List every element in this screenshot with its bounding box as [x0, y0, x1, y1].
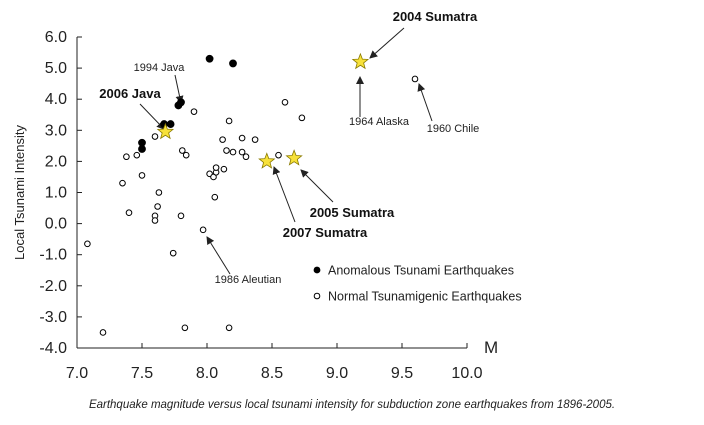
x-tick-label: 9.0 — [326, 365, 348, 382]
normal-earthquake-point — [123, 153, 130, 161]
annotation-label-2004-sumatra: 2004 Sumatra — [393, 9, 478, 24]
legend-label: Anomalous Tsunami Earthquakes — [328, 264, 514, 278]
normal-earthquake-point — [99, 329, 107, 336]
figure-caption: Earthquake magnitude versus local tsunam… — [88, 399, 616, 411]
annotation-arrow-1960-chile — [417, 83, 433, 122]
normal-earthquake-point — [242, 153, 250, 161]
highlighted-event-star — [351, 52, 370, 70]
normal-earthquake-point — [220, 165, 228, 173]
normal-earthquake-point — [125, 209, 133, 217]
legend-label: Normal Tsunamigenic Earthquakes — [328, 290, 522, 304]
y-tick-label: 5.0 — [45, 60, 67, 77]
normal-earthquake-point — [281, 99, 289, 106]
annotation-label-1964-alaska: 1964 Alaska — [349, 116, 410, 128]
x-tick-label: 8.0 — [196, 365, 218, 382]
legend: Anomalous Tsunami Earthquakes Normal Tsun… — [313, 264, 522, 304]
annotation-label-2006-java: 2006 Java — [99, 86, 161, 101]
normal-earthquake-point — [411, 75, 419, 83]
legend-marker-normal — [313, 292, 321, 300]
x-tick-label: 7.0 — [66, 365, 88, 382]
y-tick-label: 6.0 — [45, 29, 67, 46]
anomalous-earthquake-point — [166, 120, 175, 128]
normal-earthquake-point — [182, 151, 190, 159]
normal-earthquake-point — [219, 136, 226, 143]
anomalous-earthquake-point — [177, 98, 185, 107]
normal-earthquake-point — [199, 226, 207, 234]
annotation-arrow-2006-java — [139, 103, 165, 130]
y-tick-label: -2.0 — [39, 278, 67, 295]
annotation-label-2005-sumatra: 2005 Sumatra — [310, 205, 395, 220]
normal-earthquake-point — [133, 151, 141, 159]
normal-earthquake-point — [211, 193, 219, 201]
y-tick-label: 0.0 — [45, 216, 67, 233]
annotation-label-1960-chile: 1960 Chile — [427, 123, 480, 135]
normal-earthquake-point — [251, 136, 259, 143]
normal-earthquake-point — [225, 117, 233, 125]
annotation-arrow-1986-aleutian — [206, 236, 231, 275]
y-tick-label: 3.0 — [45, 122, 67, 139]
normal-earthquake-point — [298, 114, 306, 122]
legend-marker-anomalous — [313, 266, 321, 274]
anomalous-earthquake-point — [205, 54, 214, 63]
normal-earthquake-point — [169, 249, 177, 257]
x-tick-label: 10.0 — [451, 365, 482, 382]
data-points — [84, 52, 419, 336]
normal-earthquake-point — [275, 151, 282, 159]
y-axis-label: Local Tsunami Intensity — [12, 125, 27, 260]
x-tick-label: 9.5 — [391, 365, 413, 382]
y-tick-label: -3.0 — [39, 309, 67, 326]
x-tick-label: 7.5 — [131, 365, 153, 382]
annotation-arrow-1994-java — [174, 74, 184, 104]
x-axis-label: M — [484, 338, 498, 357]
annotation-label-1986-aleutian: 1986 Aleutian — [215, 274, 282, 286]
annotation-arrow-2004-sumatra — [369, 27, 405, 59]
x-tick-label: 8.5 — [261, 365, 283, 382]
y-tick-label: -4.0 — [39, 340, 67, 357]
anomalous-earthquake-point — [138, 145, 146, 153]
annotations: 2004 Sumatra 1994 Java 2006 Java 1964 Alask… — [99, 9, 479, 286]
annotation-arrow-2007-sumatra — [272, 166, 296, 223]
normal-earthquake-point — [225, 324, 233, 332]
annotation-label-2007-sumatra: 2007 Sumatra — [283, 225, 368, 240]
axes: -4.0 -3.0 -2.0 -1.0 0.0 1.0 2.0 3.0 4.0 5.0 6.0 7.0… — [12, 29, 498, 382]
annotation-arrow-2005-sumatra — [300, 169, 334, 203]
y-tick-label: 1.0 — [45, 185, 67, 202]
y-tick-label: 4.0 — [45, 91, 67, 108]
normal-earthquake-point — [138, 172, 146, 179]
normal-earthquake-point — [212, 164, 220, 171]
anomalous-earthquake-point — [229, 59, 237, 68]
normal-earthquake-point — [151, 133, 159, 140]
normal-earthquake-point — [119, 179, 126, 187]
highlighted-event-star — [156, 122, 175, 140]
normal-earthquake-point — [238, 134, 246, 142]
highlighted-event-star — [285, 149, 303, 166]
highlighted-event-star — [258, 152, 276, 169]
normal-earthquake-point — [229, 148, 237, 156]
normal-earthquake-point — [223, 147, 230, 154]
normal-earthquake-point — [155, 189, 163, 196]
normal-earthquake-point — [84, 240, 91, 248]
normal-earthquake-point — [238, 148, 246, 156]
annotation-label-1994-java: 1994 Java — [134, 62, 186, 74]
normal-earthquake-point — [151, 217, 159, 224]
y-tick-label: -1.0 — [39, 247, 67, 264]
normal-earthquake-point — [179, 147, 186, 154]
scatter-chart: -4.0 -3.0 -2.0 -1.0 0.0 1.0 2.0 3.0 4.0 5.0 6.0 7.0… — [12, 9, 522, 382]
normal-earthquake-point — [181, 324, 189, 332]
normal-earthquake-point — [154, 203, 161, 210]
normal-earthquake-point — [190, 108, 198, 115]
normal-earthquake-point — [177, 212, 185, 220]
y-tick-label: 2.0 — [45, 153, 67, 170]
